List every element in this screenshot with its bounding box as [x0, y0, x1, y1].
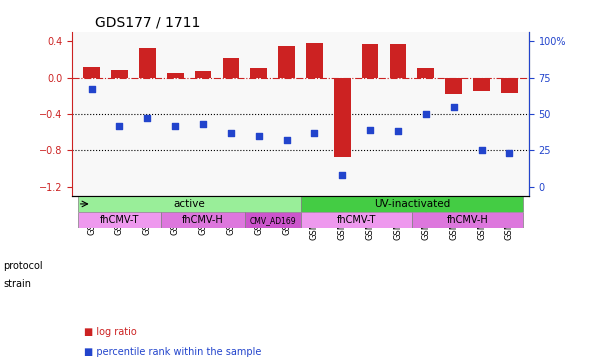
Point: [365, 127, 375, 133]
Text: ■ percentile rank within the sample: ■ percentile rank within the sample: [84, 347, 261, 357]
Bar: [418, 69, 434, 77]
Point: [87, 86, 96, 92]
Bar: [111, 70, 128, 77]
Bar: [445, 77, 462, 94]
Bar: [306, 43, 323, 77]
Text: fhCMV-H: fhCMV-H: [182, 215, 224, 225]
Point: [198, 121, 208, 127]
Point: [226, 130, 236, 136]
Bar: [501, 77, 517, 93]
Text: fhCMV-T: fhCMV-T: [100, 215, 139, 225]
Bar: [84, 67, 100, 77]
Point: [142, 115, 152, 121]
Bar: [362, 44, 379, 77]
FancyBboxPatch shape: [78, 212, 161, 228]
Text: strain: strain: [3, 279, 31, 289]
FancyBboxPatch shape: [78, 196, 300, 212]
FancyBboxPatch shape: [300, 196, 523, 212]
Point: [449, 104, 459, 110]
Bar: [473, 77, 490, 91]
FancyBboxPatch shape: [300, 212, 412, 228]
Text: UV-inactivated: UV-inactivated: [374, 199, 450, 209]
Point: [477, 147, 486, 153]
Text: protocol: protocol: [3, 261, 43, 271]
FancyBboxPatch shape: [412, 212, 523, 228]
Point: [170, 123, 180, 129]
Point: [282, 137, 291, 143]
FancyBboxPatch shape: [161, 212, 245, 228]
Bar: [251, 67, 267, 77]
Point: [505, 150, 514, 156]
Bar: [167, 73, 183, 77]
Bar: [334, 77, 350, 157]
Point: [393, 129, 403, 134]
Point: [338, 172, 347, 178]
Point: [310, 130, 319, 136]
Bar: [195, 71, 212, 77]
Text: fhCMV-H: fhCMV-H: [447, 215, 489, 225]
Bar: [389, 44, 406, 77]
Point: [254, 133, 263, 139]
Text: fhCMV-T: fhCMV-T: [337, 215, 376, 225]
Point: [115, 123, 124, 129]
Text: active: active: [173, 199, 205, 209]
Bar: [222, 57, 239, 77]
FancyBboxPatch shape: [245, 212, 300, 228]
Point: [421, 111, 431, 117]
Text: GDS177 / 1711: GDS177 / 1711: [95, 16, 200, 30]
Bar: [139, 47, 156, 77]
Text: ■ log ratio: ■ log ratio: [84, 327, 137, 337]
Text: CMV_AD169: CMV_AD169: [249, 216, 296, 225]
Bar: [278, 46, 295, 77]
